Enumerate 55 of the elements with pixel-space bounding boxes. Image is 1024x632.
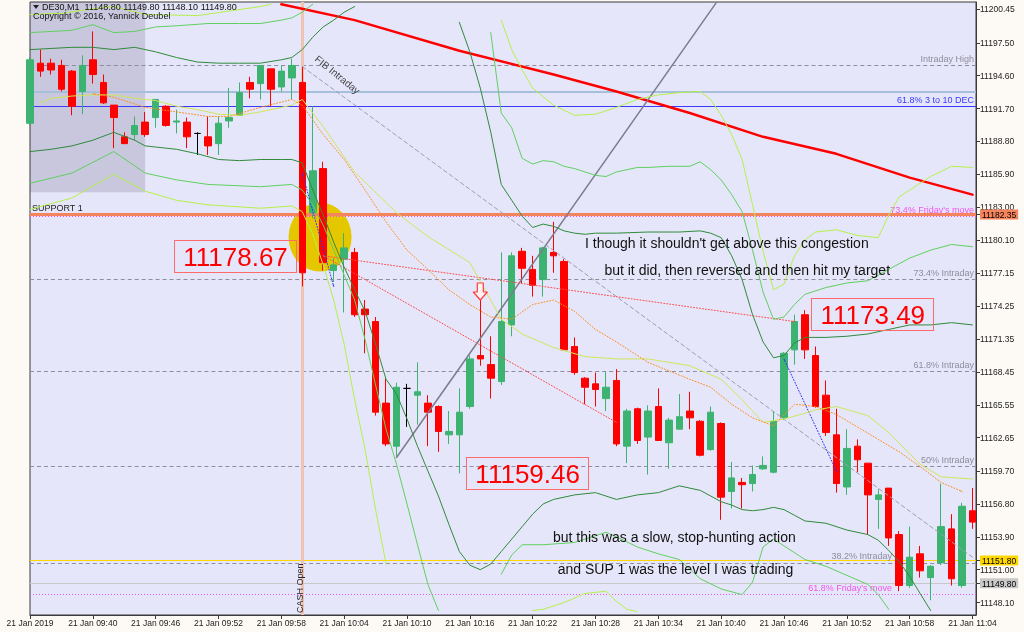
x-tick-label: 21 Jan 10:10 — [382, 617, 432, 628]
annotation: 11159.46 — [466, 457, 589, 491]
x-tick-label: 21 Jan 10:52 — [822, 617, 872, 628]
y-tick-label: 11185.90 — [980, 169, 1015, 180]
x-tick-label: 21 Jan 10:34 — [633, 617, 684, 628]
x-tick-label: 21 Jan 09:40 — [68, 617, 118, 628]
y-tick-label: 11151.00 — [980, 564, 1015, 575]
x-tick-label: 21 Jan 10:04 — [319, 617, 370, 628]
y-tick-label: 11194.60 — [980, 70, 1015, 81]
ref-line-label: Intraday High — [920, 53, 974, 64]
ref-line-label: 61.8% Intraday — [913, 359, 975, 370]
ref-line-label: SUPPORT 1 — [32, 202, 83, 213]
y-tick-label: 11165.55 — [980, 399, 1015, 410]
x-tick-label: 21 Jan 09:52 — [193, 617, 244, 628]
chart-title: DE30,M1 11148.80 11149.80 11148.10 11149.80 — [42, 2, 237, 12]
y-tick-label: 11182.35 — [982, 209, 1017, 220]
x-tick-label: 21 Jan 10:58 — [885, 617, 935, 628]
y-tick-label: 11159.70 — [980, 466, 1015, 477]
annotation: but it did, then reversed and then hit my target — [604, 262, 891, 278]
y-tick-label: 11156.80 — [980, 498, 1015, 509]
ref-line-label: 61.8% 3 to 10 DEC — [896, 94, 975, 105]
x-tick-label: 21 Jan 09:58 — [256, 617, 307, 628]
y-tick-label: 11188.80 — [980, 136, 1015, 147]
ref-line-label: 38.2% Intraday — [831, 551, 893, 562]
y-tick-label: 11197.50 — [980, 37, 1015, 48]
y-tick-label: 11180.10 — [980, 234, 1015, 245]
y-tick-label: 11151.80 — [982, 556, 1017, 567]
annotation: 11178.67 — [174, 239, 297, 273]
x-tick-label: 21 Jan 09:46 — [131, 617, 181, 628]
x-tick-label: 21 Jan 2019 — [6, 617, 54, 628]
ref-line-label: CASH Open — [294, 563, 305, 613]
x-tick-label: 21 Jan 11:04 — [948, 617, 998, 628]
y-tick-label: 11153.90 — [980, 531, 1015, 542]
ref-line-label: 50% Intraday — [920, 455, 975, 466]
y-tick-label: 11171.35 — [980, 334, 1015, 345]
annotation: and SUP 1 was the level I was trading — [557, 561, 794, 578]
annotation: I though it shouldn't get above this congestion — [585, 234, 869, 251]
x-tick-label: 21 Jan 10:16 — [445, 617, 495, 628]
y-tick-label: 11177.15 — [980, 268, 1015, 279]
x-tick-label: 21 Jan 10:40 — [696, 617, 747, 628]
ref-line-label: 61.8% Friday's move — [808, 583, 892, 594]
text: Copyright © 2016, Yannick Deubel — [33, 11, 171, 21]
y-tick-label: 11148.10 — [980, 597, 1015, 608]
x-tick-label: 21 Jan 10:28 — [570, 617, 621, 628]
ref-line-label: 73.4% Intraday — [913, 268, 975, 279]
y-tick-label: 11174.25 — [980, 301, 1015, 312]
x-tick-label: 21 Jan 10:46 — [759, 617, 809, 628]
annotation: 11173.49 — [811, 298, 935, 332]
y-tick-label: 11168.45 — [980, 366, 1015, 377]
y-tick-label: 11191.70 — [980, 103, 1015, 114]
x-tick-label: 21 Jan 10:22 — [508, 617, 558, 628]
annotation: but this was a slow, stop-hunting action — [552, 529, 796, 546]
y-tick-label: 11200.45 — [980, 4, 1016, 15]
y-tick-label: 11162.65 — [980, 432, 1015, 443]
y-tick-label: 11149.80 — [982, 578, 1017, 589]
